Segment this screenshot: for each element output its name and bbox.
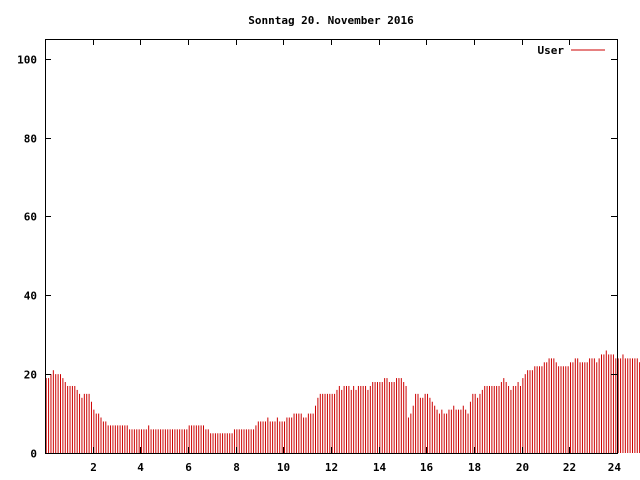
x-tick-label: 20 [516, 461, 529, 474]
y-tick-label: 80 [24, 133, 37, 146]
x-tick-label: 18 [468, 461, 481, 474]
y-tick-label: 40 [24, 290, 37, 303]
plot-frame [45, 39, 618, 454]
x-tick-label: 24 [608, 461, 622, 474]
x-tick-label: 4 [137, 461, 144, 474]
legend-label-user: User [538, 44, 565, 57]
bars [45, 350, 640, 453]
x-tick-label: 16 [420, 461, 434, 474]
y-tick-label: 0 [30, 448, 37, 461]
y-tick-label: 100 [17, 54, 37, 67]
x-tick-label: 8 [233, 461, 240, 474]
x-tick-label: 12 [325, 461, 338, 474]
legend: User [538, 44, 605, 57]
y-axis-ticks: 0 20 40 60 80 100 [17, 54, 617, 461]
x-tick-label: 6 [185, 461, 192, 474]
y-tick-label: 20 [24, 369, 37, 382]
x-tick-label: 10 [277, 461, 290, 474]
chart-title: Sonntag 20. November 2016 [248, 14, 414, 27]
y-tick-label: 60 [24, 211, 37, 224]
x-tick-label: 14 [373, 461, 387, 474]
x-tick-label: 2 [90, 461, 97, 474]
x-tick-label: 22 [563, 461, 576, 474]
